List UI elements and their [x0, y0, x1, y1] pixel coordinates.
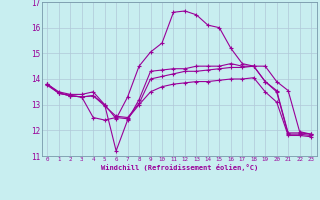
X-axis label: Windchill (Refroidissement éolien,°C): Windchill (Refroidissement éolien,°C) — [100, 164, 258, 171]
